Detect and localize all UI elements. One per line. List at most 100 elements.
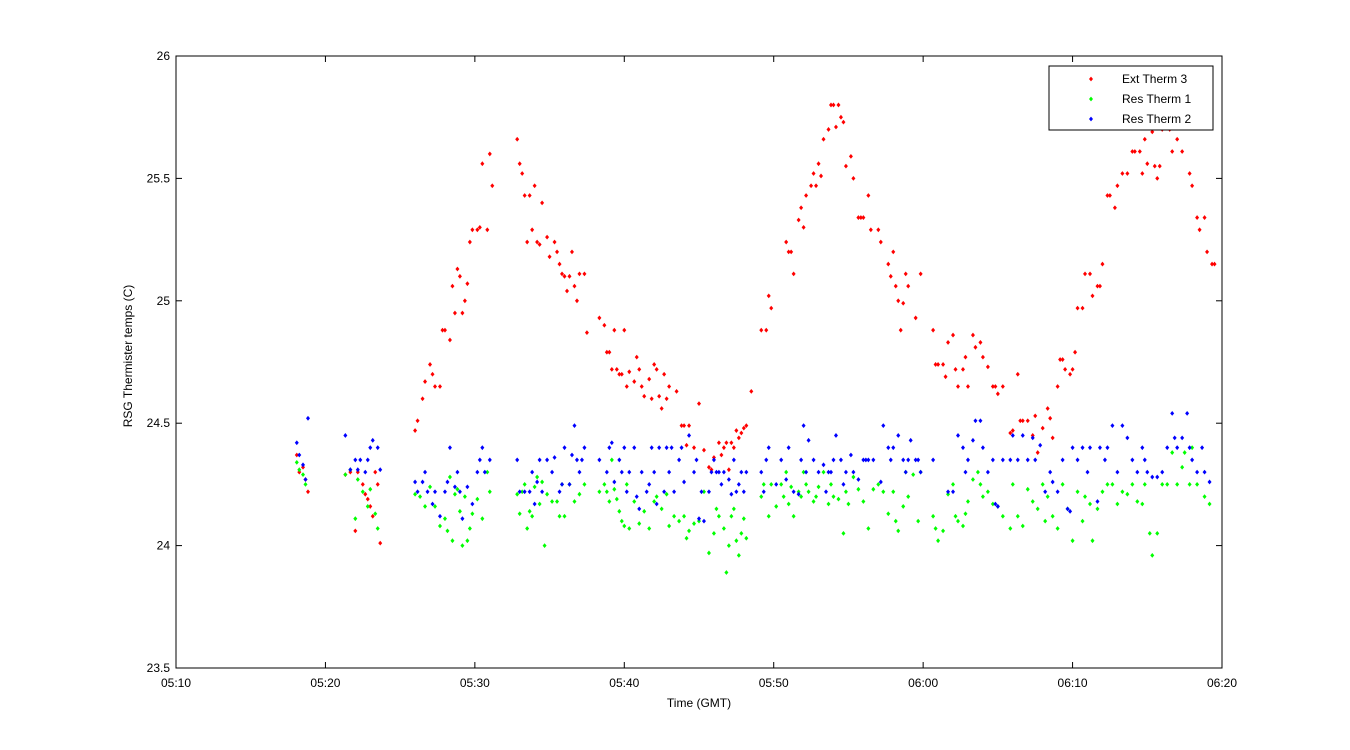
data-point xyxy=(470,227,475,233)
data-point xyxy=(617,371,622,377)
data-point xyxy=(682,423,687,429)
data-point xyxy=(375,526,380,531)
data-point xyxy=(896,528,901,534)
data-point xyxy=(450,538,455,544)
data-point xyxy=(303,477,308,482)
data-point xyxy=(532,501,537,507)
data-point xyxy=(791,271,796,277)
data-point xyxy=(527,508,532,514)
data-point xyxy=(893,518,898,524)
data-point xyxy=(305,489,310,495)
data-point xyxy=(781,494,786,500)
data-point xyxy=(1033,457,1038,463)
data-point xyxy=(973,344,978,350)
data-point xyxy=(624,384,629,389)
data-point xyxy=(1020,523,1025,529)
data-point xyxy=(520,489,525,495)
data-point xyxy=(1170,450,1175,455)
data-point xyxy=(764,457,769,463)
data-point xyxy=(846,501,851,507)
data-point xyxy=(1120,171,1125,176)
data-point xyxy=(951,482,956,487)
data-point xyxy=(301,462,306,468)
data-point xyxy=(871,457,876,463)
data-point xyxy=(941,362,946,367)
data-point xyxy=(527,193,532,198)
data-point xyxy=(574,298,579,304)
data-point xyxy=(579,457,584,463)
data-point xyxy=(960,366,965,372)
data-point xyxy=(597,457,602,463)
data-point xyxy=(779,457,784,463)
data-point xyxy=(965,384,970,389)
data-point xyxy=(841,119,846,125)
data-point xyxy=(975,469,980,475)
data-point xyxy=(465,538,470,544)
data-point xyxy=(465,281,470,287)
data-point xyxy=(467,239,472,245)
data-point xyxy=(423,469,428,475)
data-point xyxy=(946,489,951,495)
data-point xyxy=(706,550,711,556)
data-point xyxy=(577,491,582,497)
data-point xyxy=(1212,261,1217,267)
y-tick-label: 23.5 xyxy=(147,661,171,675)
data-point xyxy=(1172,435,1177,441)
plot-frame xyxy=(175,55,1223,669)
data-point xyxy=(445,479,450,485)
data-point xyxy=(692,521,697,526)
data-point xyxy=(1115,501,1120,507)
data-point xyxy=(1150,129,1155,135)
data-point xyxy=(297,452,302,458)
data-point xyxy=(415,418,420,424)
data-point xyxy=(1137,149,1142,154)
data-point xyxy=(654,494,659,500)
data-point xyxy=(1000,384,1005,389)
data-point xyxy=(1150,552,1155,558)
legend-box xyxy=(1048,65,1214,131)
data-point xyxy=(1110,482,1115,487)
data-point xyxy=(649,396,654,402)
data-point xyxy=(373,469,378,475)
data-point xyxy=(711,457,716,463)
data-point xyxy=(687,528,692,534)
data-point xyxy=(375,445,380,451)
data-point xyxy=(477,457,482,463)
data-point xyxy=(970,332,975,338)
y-tick-label: 24.5 xyxy=(147,416,171,430)
data-point xyxy=(744,535,749,541)
data-point xyxy=(701,447,706,453)
data-point xyxy=(301,472,306,478)
data-point xyxy=(353,516,358,522)
data-point xyxy=(365,457,370,463)
data-point xyxy=(520,171,525,176)
data-point xyxy=(602,322,607,328)
data-point xyxy=(433,489,438,495)
data-point xyxy=(530,469,535,475)
data-point xyxy=(866,526,871,531)
data-point xyxy=(769,482,774,487)
data-point xyxy=(485,227,490,233)
data-point xyxy=(1175,445,1180,451)
data-point xyxy=(764,327,769,333)
data-point xyxy=(642,393,647,399)
data-point xyxy=(477,224,482,230)
data-point xyxy=(1043,518,1048,524)
data-point xyxy=(627,369,632,375)
data-point xyxy=(604,489,609,495)
data-point xyxy=(455,486,460,492)
x-tick-label: 06:10 xyxy=(1058,676,1088,690)
data-point xyxy=(1170,411,1175,416)
data-point xyxy=(679,445,684,451)
data-point xyxy=(609,440,614,446)
data-point xyxy=(716,513,721,519)
data-point xyxy=(886,511,891,517)
data-point xyxy=(1088,271,1093,277)
data-point xyxy=(604,469,609,475)
data-point xyxy=(843,163,848,169)
data-point xyxy=(475,496,480,502)
data-point xyxy=(433,504,438,509)
data-point xyxy=(1010,433,1015,438)
data-point xyxy=(1130,457,1135,463)
data-point xyxy=(960,523,965,529)
